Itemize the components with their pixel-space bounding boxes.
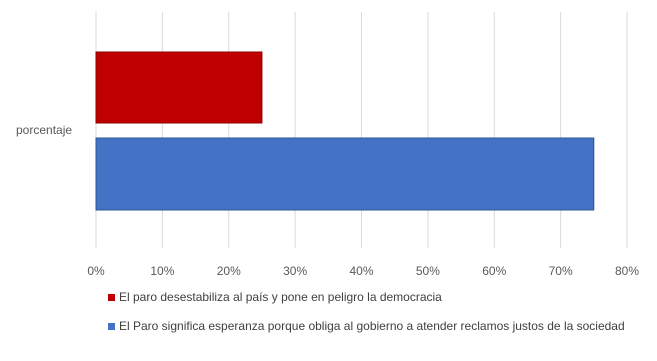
y-axis: porcentaje <box>16 123 72 137</box>
x-tick-label-0: 0% <box>87 264 105 278</box>
x-tick-label-3: 30% <box>283 264 307 278</box>
gridlines <box>95 12 628 248</box>
legend-item-series-1: El paro desestabiliza al país y pone en … <box>108 290 638 305</box>
legend: El paro desestabiliza al país y pone en … <box>108 290 638 348</box>
bars <box>95 51 595 211</box>
x-axis-tick-labels: 0% 10% 20% 30% 40% 50% 60% 70% 80% <box>87 264 639 278</box>
x-tick-label-2: 20% <box>217 264 241 278</box>
x-tick-label-6: 60% <box>482 264 506 278</box>
legend-item-series-2: El Paro significa esperanza porque oblig… <box>108 319 638 334</box>
legend-label-series-1: El paro desestabiliza al país y pone en … <box>119 290 442 304</box>
x-tick-label-4: 40% <box>349 264 373 278</box>
legend-label-series-2: El Paro significa esperanza porque oblig… <box>119 319 625 333</box>
bar-series-2 <box>95 137 595 211</box>
x-tick-label-7: 70% <box>549 264 573 278</box>
x-tick-label-8: 80% <box>615 264 639 278</box>
bar-chart: 0% 10% 20% 30% 40% 50% 60% 70% 80% porcentaje <box>16 12 639 278</box>
bar-series-1 <box>95 51 263 124</box>
legend-swatch-series-1 <box>108 294 115 301</box>
legend-swatch-series-2 <box>108 323 115 330</box>
x-tick-label-1: 10% <box>150 264 174 278</box>
x-tick-label-5: 50% <box>416 264 440 278</box>
category-label: porcentaje <box>16 123 72 137</box>
